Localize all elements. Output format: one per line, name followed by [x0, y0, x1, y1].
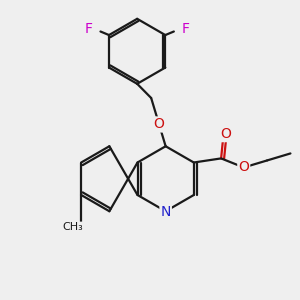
Text: CH₃: CH₃ — [62, 223, 83, 232]
Text: N: N — [160, 206, 171, 220]
Text: F: F — [85, 22, 92, 36]
Text: F: F — [182, 22, 190, 36]
Text: O: O — [220, 127, 232, 141]
Text: O: O — [238, 160, 249, 175]
Text: O: O — [154, 118, 164, 131]
